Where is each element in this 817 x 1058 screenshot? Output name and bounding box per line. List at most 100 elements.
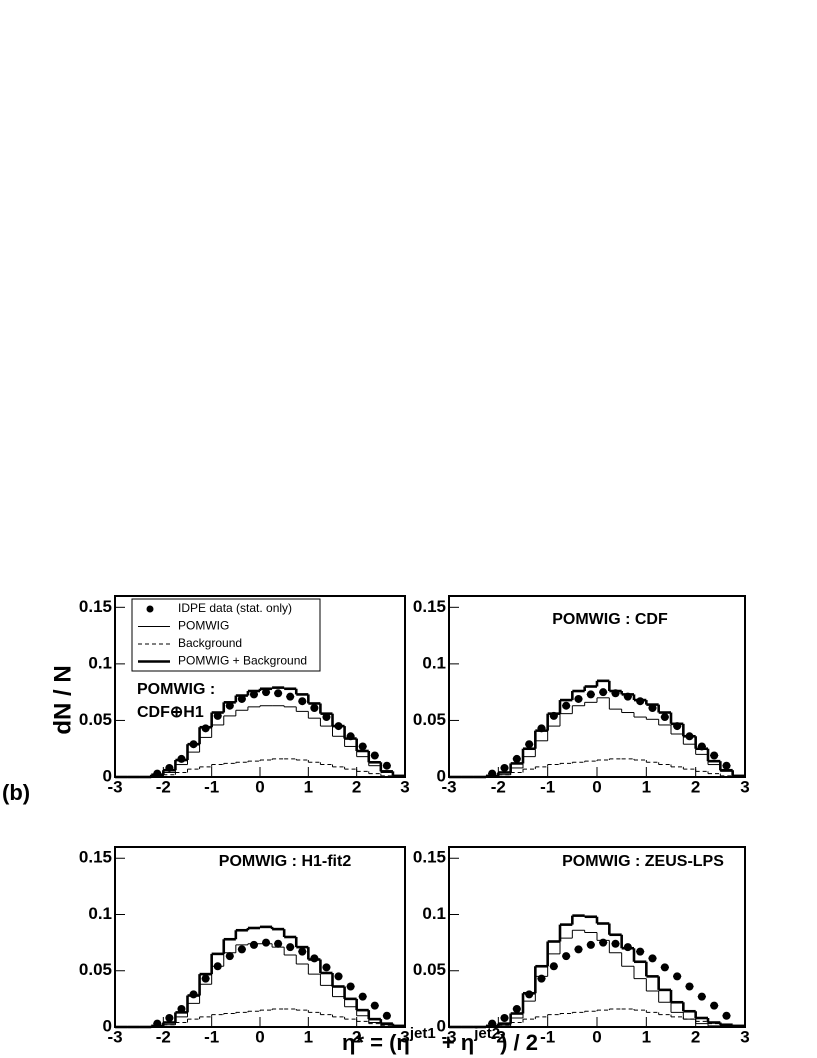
data-point <box>213 711 222 720</box>
x-tick-label: 1 <box>642 1027 651 1046</box>
legend-label: POMWIG + Background <box>178 654 307 668</box>
data-point <box>562 952 571 961</box>
y-tick-label: 0.15 <box>413 848 446 867</box>
data-point <box>512 1005 521 1013</box>
data-point <box>500 1014 509 1022</box>
data-point <box>382 761 391 770</box>
panel-title: CDF⊕H1 <box>137 704 204 721</box>
panel-title: POMWIG : H1-fit2 <box>219 853 352 870</box>
x-tick-label: 1 <box>304 1027 313 1046</box>
data-point <box>286 692 295 701</box>
data-point <box>370 1001 379 1010</box>
data-point <box>249 690 258 699</box>
x-tick-label: 2 <box>352 777 361 796</box>
x-tick-label: -2 <box>491 777 506 796</box>
y-tick-label: 0.15 <box>79 848 112 867</box>
data-point <box>537 974 546 983</box>
data-point <box>599 938 608 947</box>
x-tick-label: 3 <box>400 777 409 796</box>
data-point <box>648 703 657 712</box>
data-point <box>660 963 669 972</box>
y-tick-label: 0 <box>103 766 112 785</box>
data-point <box>611 939 620 948</box>
data-point <box>710 751 719 760</box>
y-tick-label: 0.05 <box>79 710 112 729</box>
y-tick-label: 0.05 <box>413 960 446 979</box>
x-tick-label: 2 <box>691 1027 700 1046</box>
x-label-sup: jet1 <box>409 1025 436 1042</box>
data-point <box>673 972 682 981</box>
x-tick-label: -1 <box>204 1027 219 1046</box>
data-point <box>370 751 379 760</box>
data-point <box>298 697 307 706</box>
x-tick-label: -2 <box>156 1027 171 1046</box>
data-point <box>249 940 258 949</box>
y-tick-label: 0.1 <box>422 653 446 672</box>
data-point <box>660 713 669 722</box>
x-tick-label: -3 <box>441 1027 456 1046</box>
legend-marker <box>146 605 154 613</box>
data-point <box>697 992 706 1001</box>
x-label-part: ) / 2 <box>500 1030 538 1055</box>
data-point <box>562 701 571 710</box>
y-tick-label: 0.1 <box>88 653 112 672</box>
data-point <box>512 754 521 763</box>
x-axis-label: η* = (ηjet1 + ηjet2) / 2 <box>342 1025 538 1055</box>
x-tick-label: -1 <box>204 777 219 796</box>
data-point <box>722 761 731 770</box>
x-tick-label: 1 <box>304 777 313 796</box>
x-tick-label: 2 <box>691 777 700 796</box>
panel-title: POMWIG : <box>137 681 215 698</box>
y-tick-label: 0 <box>103 1016 112 1035</box>
data-point <box>685 982 694 991</box>
data-point <box>286 943 295 952</box>
figure-label: (b) <box>2 780 30 805</box>
x-tick-label: 3 <box>740 777 749 796</box>
data-point <box>586 940 595 949</box>
data-point <box>722 1011 731 1020</box>
legend-box <box>131 598 321 672</box>
x-tick-label: 0 <box>592 1027 601 1046</box>
data-point <box>334 972 343 981</box>
data-point <box>310 703 319 712</box>
data-point <box>298 947 307 956</box>
data-point <box>500 763 509 772</box>
x-label-part: + η <box>436 1030 475 1055</box>
x-tick-label: 0 <box>592 777 601 796</box>
data-point <box>574 945 583 954</box>
data-point <box>165 1014 174 1022</box>
data-point <box>201 974 210 983</box>
data-point <box>358 742 367 751</box>
data-point <box>346 982 355 991</box>
x-tick-label: 1 <box>642 777 651 796</box>
x-tick-label: 3 <box>400 1027 409 1046</box>
data-point <box>225 701 234 710</box>
data-point <box>574 694 583 703</box>
legend-label: Background <box>178 636 242 650</box>
x-tick-label: -3 <box>107 777 122 796</box>
data-point <box>599 688 608 697</box>
x-tick-label: 0 <box>255 1027 264 1046</box>
y-axis-label: dN / N <box>49 665 76 734</box>
data-point <box>382 1011 391 1020</box>
data-point <box>237 945 246 954</box>
data-point <box>525 740 534 749</box>
x-tick-label: -1 <box>540 777 555 796</box>
x-tick-label: 2 <box>352 1027 361 1046</box>
data-point <box>636 947 645 956</box>
x-tick-label: -3 <box>441 777 456 796</box>
data-point <box>710 1001 719 1010</box>
y-tick-label: 0.1 <box>422 904 446 923</box>
y-tick-label: 0.05 <box>79 960 112 979</box>
x-tick-label: 3 <box>740 1027 749 1046</box>
x-tick-label: -2 <box>156 777 171 796</box>
legend-label: IDPE data (stat. only) <box>178 601 292 615</box>
panel-title: POMWIG : ZEUS-LPS <box>562 853 724 870</box>
y-tick-label: 0 <box>437 1016 446 1035</box>
data-point <box>274 939 283 948</box>
y-tick-label: 0.15 <box>413 597 446 616</box>
x-label-part: η* = (η <box>342 1030 410 1055</box>
x-label-sup: jet2 <box>473 1025 500 1042</box>
x-tick-label: -3 <box>107 1027 122 1046</box>
